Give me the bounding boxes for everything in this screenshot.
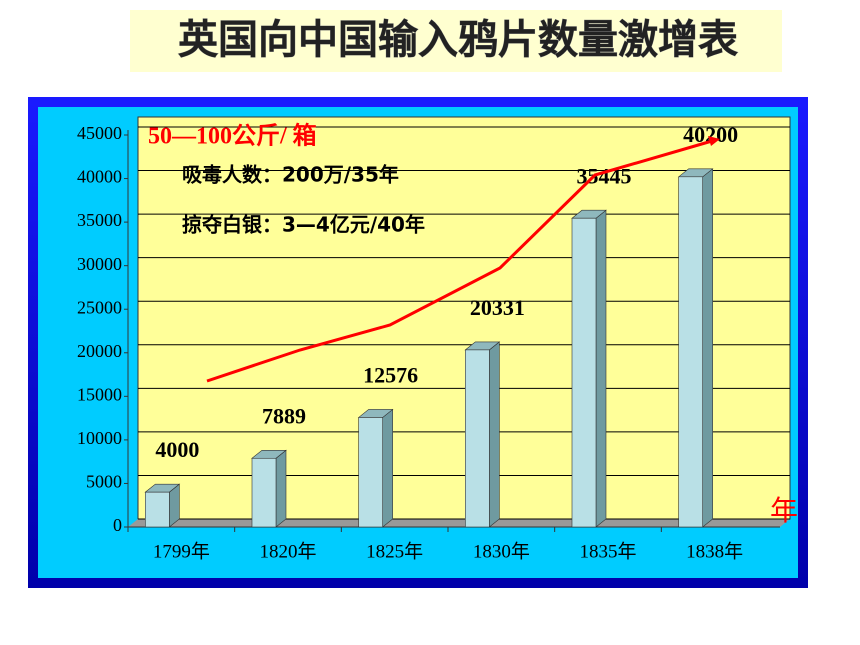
x-tick-label: 1820年 [259, 540, 316, 562]
x-tick-label: 1825年 [366, 540, 423, 562]
y-tick-label: 10000 [77, 428, 122, 448]
bar [571, 217, 597, 528]
x-tick-label: 1799年 [153, 540, 210, 562]
bar [358, 417, 383, 528]
note: 吸毒人数：200万/35年 [182, 163, 399, 187]
floor [128, 519, 790, 527]
y-tick-label: 25000 [77, 297, 122, 317]
bar [678, 176, 703, 528]
value-label: 7889 [262, 403, 306, 428]
x-tick-label: 1835年 [579, 540, 636, 562]
note: 掠夺白银：3—4亿元/40年 [182, 213, 425, 237]
x-tick-label: 1838年 [686, 540, 743, 562]
x-tick-label: 1830年 [473, 540, 530, 562]
bar [145, 491, 170, 528]
chart-title: 英国向中国输入鸦片数量激增表 [178, 17, 738, 63]
y-tick-label: 0 [113, 515, 122, 535]
title-box [130, 10, 782, 72]
bar-side [489, 341, 500, 528]
arrow-head [708, 136, 720, 146]
y-tick-label: 20000 [77, 341, 122, 361]
trend-arrow [206, 139, 713, 383]
y-tick-label: 5000 [86, 472, 122, 492]
unit-label: 50—100公斤/ 箱 [148, 122, 317, 150]
value-label: 4000 [155, 437, 199, 462]
y-tick-label: 45000 [77, 123, 122, 143]
value-label: 12576 [363, 362, 418, 387]
y-tick-label: 40000 [77, 167, 122, 187]
bar [251, 457, 277, 528]
bar [465, 349, 490, 528]
bar-side [702, 168, 713, 528]
y-tick-label: 35000 [77, 210, 122, 230]
bar-side [595, 209, 607, 528]
bar-side [382, 408, 393, 528]
y-tick-label: 15000 [77, 384, 122, 404]
y-tick-label: 30000 [77, 254, 122, 274]
x-unit: 年 [770, 494, 798, 527]
value-label: 20331 [470, 295, 525, 320]
bar-side [275, 449, 287, 528]
